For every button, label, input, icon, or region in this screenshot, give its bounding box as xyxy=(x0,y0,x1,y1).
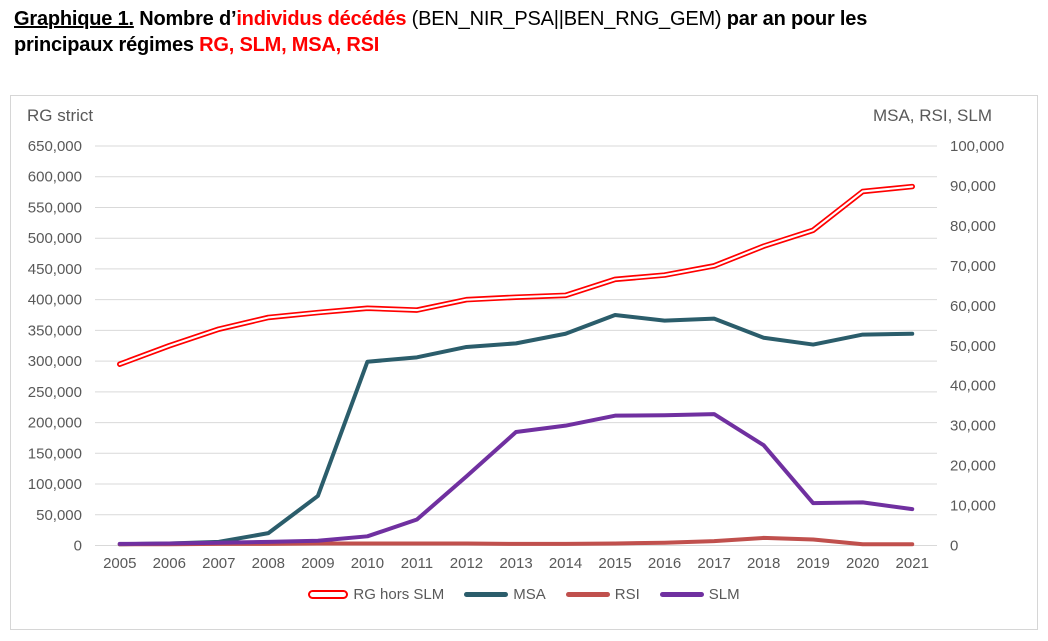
svg-text:2016: 2016 xyxy=(648,555,681,572)
title-segment: par an pour les xyxy=(726,8,868,30)
left-axis-ticks: 0 50,000 100,000 150,000 200,000 250,000 300,0… xyxy=(28,138,82,555)
svg-text:2008: 2008 xyxy=(252,555,285,572)
svg-text:500,000: 500,000 xyxy=(28,230,82,247)
svg-text:70,000: 70,000 xyxy=(950,258,996,275)
svg-text:2017: 2017 xyxy=(697,555,730,572)
figure-title-line2: principaux régimes RG, SLM, MSA, RSI xyxy=(14,32,1028,58)
right-axis-ticks: 0 10,000 20,000 30,000 40,000 50,000 60,000 70,… xyxy=(950,138,1004,555)
svg-text:50,000: 50,000 xyxy=(950,338,996,355)
title-segment: RG, SLM, MSA, RSI xyxy=(199,34,380,56)
legend-label: RG hors SLM xyxy=(353,586,445,603)
series-line-rg-hors-slm xyxy=(117,183,915,367)
svg-text:2006: 2006 xyxy=(153,555,186,572)
svg-text:650,000: 650,000 xyxy=(28,138,82,155)
legend-line-marker xyxy=(464,592,509,597)
svg-text:150,000: 150,000 xyxy=(28,445,82,462)
svg-text:2005: 2005 xyxy=(103,555,136,572)
svg-text:550,000: 550,000 xyxy=(28,199,82,216)
left-axis-title: RG strict xyxy=(27,106,94,125)
svg-text:0: 0 xyxy=(74,538,82,555)
chart-svg: 0 50,000 100,000 150,000 200,000 250,000 300,0… xyxy=(28,138,1004,572)
svg-text:250,000: 250,000 xyxy=(28,384,82,401)
legend-label: RSI xyxy=(614,586,640,603)
legend-label: SLM xyxy=(708,586,740,603)
svg-text:60,000: 60,000 xyxy=(950,298,996,315)
svg-text:200,000: 200,000 xyxy=(28,415,82,432)
legend-line-marker xyxy=(308,590,349,599)
svg-text:100,000: 100,000 xyxy=(28,476,82,493)
figure-title: Graphique 1. Nombre d’individus décédés … xyxy=(14,6,1028,58)
svg-text:30,000: 30,000 xyxy=(950,418,996,435)
svg-text:80,000: 80,000 xyxy=(950,218,996,235)
legend-line-marker xyxy=(659,592,704,597)
chart-frame: RG strict MSA, RSI, SLM 0 50,000 100,000 15… xyxy=(10,95,1038,630)
series-line-rg-hors-slm-inner xyxy=(118,185,914,366)
svg-text:350,000: 350,000 xyxy=(28,322,82,339)
svg-text:2013: 2013 xyxy=(499,555,532,572)
svg-text:2018: 2018 xyxy=(747,555,780,572)
figure-title-line1: Graphique 1. Nombre d’individus décédés … xyxy=(14,6,1028,32)
chart-legend: RG hors SLM MSA RSI SLM xyxy=(11,586,1037,603)
title-segment: Graphique 1. xyxy=(14,8,134,30)
legend-item-rg-hors-slm: RG hors SLM xyxy=(308,586,444,603)
svg-text:2007: 2007 xyxy=(202,555,235,572)
svg-text:20,000: 20,000 xyxy=(950,458,996,475)
svg-text:450,000: 450,000 xyxy=(28,261,82,278)
title-segment: Nombre d’ xyxy=(133,8,237,30)
title-segment: principaux régimes xyxy=(14,34,200,56)
title-segment: (BEN_NIR_PSA||BEN_RNG_GEM) xyxy=(406,8,727,30)
svg-text:2019: 2019 xyxy=(796,555,829,572)
svg-text:0: 0 xyxy=(950,538,958,555)
svg-text:100,000: 100,000 xyxy=(950,138,1004,155)
svg-text:400,000: 400,000 xyxy=(28,292,82,309)
svg-text:2012: 2012 xyxy=(450,555,483,572)
svg-text:10,000: 10,000 xyxy=(950,498,996,515)
svg-text:90,000: 90,000 xyxy=(950,178,996,195)
gridlines xyxy=(95,145,937,546)
svg-text:2021: 2021 xyxy=(896,555,929,572)
series-line-msa xyxy=(117,312,915,547)
svg-text:2009: 2009 xyxy=(301,555,334,572)
legend-label: MSA xyxy=(513,586,546,603)
svg-text:2011: 2011 xyxy=(401,555,433,572)
svg-text:2010: 2010 xyxy=(351,555,384,572)
legend-item-rsi: RSI xyxy=(565,586,640,603)
title-segment: individus décédés xyxy=(236,8,407,30)
svg-text:2020: 2020 xyxy=(846,555,879,572)
svg-text:40,000: 40,000 xyxy=(950,378,996,395)
right-axis-title: MSA, RSI, SLM xyxy=(872,106,992,125)
series-line-slm xyxy=(117,412,915,546)
svg-text:600,000: 600,000 xyxy=(28,169,82,186)
legend-item-slm: SLM xyxy=(659,586,740,603)
svg-text:2014: 2014 xyxy=(549,555,582,572)
legend-item-msa: MSA xyxy=(464,586,546,603)
svg-text:50,000: 50,000 xyxy=(36,507,82,524)
legend-line-marker xyxy=(565,592,610,597)
svg-text:300,000: 300,000 xyxy=(28,353,82,370)
x-axis-ticks: 2005 2006 2007 2008 2009 2010 2011 2012 2013 2014… xyxy=(103,555,929,572)
svg-text:2015: 2015 xyxy=(598,555,631,572)
